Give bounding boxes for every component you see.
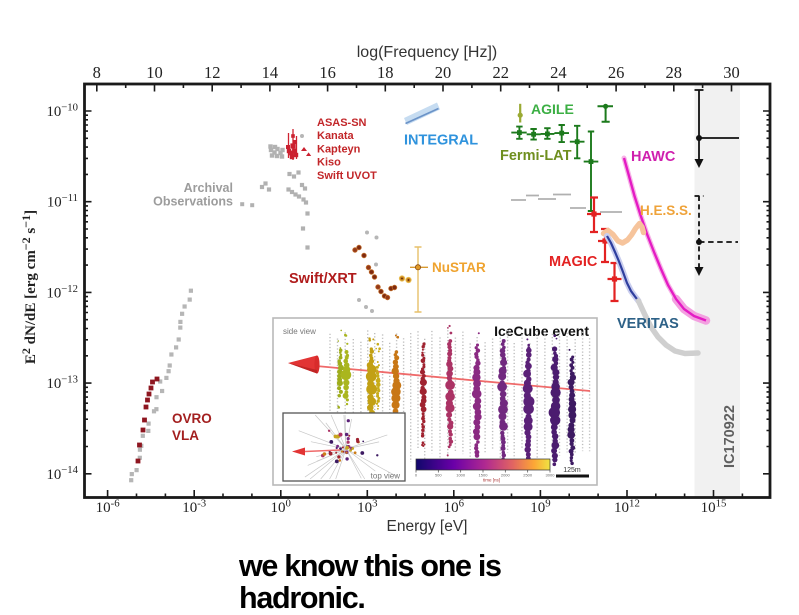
svg-text:VLA: VLA [172, 428, 199, 443]
svg-text:18: 18 [377, 63, 394, 82]
svg-text:20: 20 [435, 63, 452, 82]
svg-text:Kanata: Kanata [317, 130, 355, 142]
svg-text:VERITAS: VERITAS [617, 316, 679, 332]
svg-text:Kapteyn: Kapteyn [317, 143, 361, 155]
svg-text:10−14: 10−14 [46, 464, 78, 483]
svg-text:NuSTAR: NuSTAR [432, 260, 486, 275]
svg-text:16: 16 [319, 63, 336, 82]
svg-text:MAGIC: MAGIC [549, 254, 598, 270]
svg-text:2500: 2500 [523, 473, 533, 478]
svg-text:INTEGRAL: INTEGRAL [404, 133, 478, 149]
svg-text:IceCube event: IceCube event [494, 323, 589, 339]
svg-text:Fermi-LAT: Fermi-LAT [500, 148, 572, 164]
svg-text:26: 26 [608, 63, 625, 82]
svg-text:12: 12 [204, 63, 221, 82]
svg-text:ASAS-SN: ASAS-SN [317, 117, 367, 129]
svg-text:10: 10 [146, 63, 163, 82]
svg-text:side view: side view [283, 327, 316, 336]
svg-text:3000: 3000 [546, 473, 556, 478]
svg-text:HAWC: HAWC [631, 149, 676, 165]
svg-text:E2 dN/dE [erg cm−2 s−1]: E2 dN/dE [erg cm−2 s−1] [19, 210, 39, 364]
svg-text:IC170922: IC170922 [722, 405, 738, 468]
svg-text:500: 500 [435, 473, 442, 478]
svg-text:22: 22 [492, 63, 509, 82]
svg-text:0: 0 [415, 473, 418, 478]
svg-text:103: 103 [357, 497, 377, 516]
svg-text:109: 109 [530, 497, 550, 516]
svg-text:24: 24 [550, 63, 567, 82]
svg-text:log(Frequency [Hz]): log(Frequency [Hz]) [357, 44, 498, 61]
svg-text:8: 8 [93, 63, 101, 82]
svg-text:10-6: 10-6 [96, 497, 121, 516]
svg-text:Energy [eV]: Energy [eV] [387, 518, 468, 535]
svg-text:Swift/XRT: Swift/XRT [289, 271, 357, 287]
svg-text:H.E.S.S.: H.E.S.S. [640, 203, 692, 218]
svg-text:time [ns]: time [ns] [483, 478, 500, 483]
svg-text:14: 14 [262, 63, 279, 82]
svg-text:30: 30 [723, 63, 740, 82]
svg-text:1000: 1000 [456, 473, 466, 478]
svg-text:AGILE: AGILE [531, 101, 574, 117]
svg-text:Swift UVOT: Swift UVOT [317, 170, 377, 182]
svg-text:Observations: Observations [153, 195, 233, 209]
svg-text:1012: 1012 [614, 497, 640, 516]
svg-text:10−10: 10−10 [46, 101, 78, 120]
svg-text:OVRO: OVRO [172, 411, 212, 426]
svg-text:2000: 2000 [501, 473, 511, 478]
svg-text:Kiso: Kiso [317, 157, 341, 169]
svg-text:125m: 125m [563, 467, 581, 474]
svg-text:Archival: Archival [184, 181, 233, 195]
svg-text:1500: 1500 [479, 473, 489, 478]
svg-text:1015: 1015 [701, 497, 727, 516]
svg-text:28: 28 [666, 63, 683, 82]
svg-text:10−12: 10−12 [46, 283, 78, 302]
svg-text:top view: top view [371, 472, 401, 481]
svg-text:10−13: 10−13 [46, 374, 78, 393]
svg-text:10−11: 10−11 [47, 192, 78, 211]
svg-text:106: 106 [444, 497, 465, 516]
svg-text:100: 100 [271, 497, 291, 516]
svg-text:10-3: 10-3 [182, 497, 206, 516]
